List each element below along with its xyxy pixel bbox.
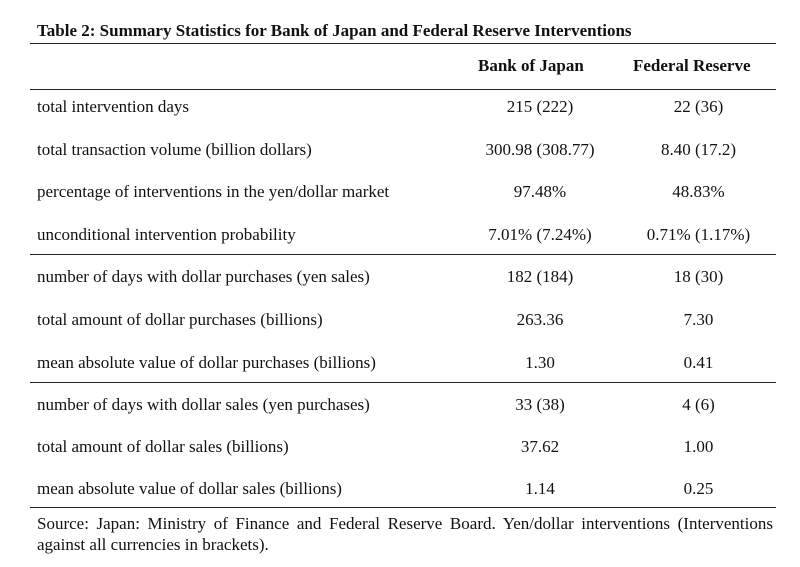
table-row: unconditional intervention probability 7… [0, 222, 800, 248]
bottom-rule [30, 507, 776, 508]
table-row: total amount of dollar purchases (billio… [0, 307, 800, 333]
column-header-federal-reserve: Federal Reserve [633, 56, 751, 75]
row-label: mean absolute value of dollar purchases … [37, 353, 376, 372]
bank-of-japan-value: 300.98 (308.77) [485, 140, 595, 159]
bank-of-japan-value: 1.30 [525, 353, 555, 372]
section-rule [30, 254, 776, 255]
federal-reserve-value: 0.25 [683, 479, 714, 498]
section-rule [30, 382, 776, 383]
federal-reserve-value: 7.30 [683, 310, 714, 329]
federal-reserve-value: 0.41 [683, 353, 714, 372]
table-row: mean absolute value of dollar sales (bil… [0, 476, 800, 502]
table-row: number of days with dollar purchases (ye… [0, 264, 800, 290]
row-label: total intervention days [37, 97, 190, 116]
bank-of-japan-value: 182 (184) [506, 267, 574, 286]
row-label: mean absolute value of dollar sales (bil… [37, 479, 342, 498]
top-rule [30, 43, 776, 44]
bank-of-japan-value: 97.48% [513, 182, 567, 201]
bank-of-japan-value: 7.01% (7.24%) [488, 225, 592, 244]
table-title: Table 2: Summary Statistics for Bank of … [37, 21, 632, 40]
row-label: number of days with dollar sales (yen pu… [37, 395, 370, 414]
bank-of-japan-value: 263.36 [516, 310, 564, 329]
bank-of-japan-value: 37.62 [520, 437, 560, 456]
row-label: total amount of dollar purchases (billio… [37, 310, 323, 329]
bank-of-japan-value: 215 (222) [506, 97, 574, 116]
table-row: total transaction volume (billion dollar… [0, 137, 800, 163]
row-label: number of days with dollar purchases (ye… [37, 267, 370, 286]
federal-reserve-value: 4 (6) [682, 395, 715, 414]
table-row: total intervention days 215 (222) 22 (36… [0, 94, 800, 120]
row-label: percentage of interventions in the yen/d… [37, 182, 390, 201]
federal-reserve-value: 18 (30) [673, 267, 724, 286]
federal-reserve-value: 22 (36) [673, 97, 724, 116]
table-row: percentage of interventions in the yen/d… [0, 179, 800, 205]
row-label: total transaction volume (billion dollar… [37, 140, 312, 159]
row-label: unconditional intervention probability [37, 225, 296, 244]
table-row: mean absolute value of dollar purchases … [0, 350, 800, 376]
bank-of-japan-value: 33 (38) [515, 395, 565, 414]
table-row: total amount of dollar sales (billions) … [0, 434, 800, 460]
column-header-bank-of-japan: Bank of Japan [478, 56, 584, 75]
table-row: number of days with dollar sales (yen pu… [0, 392, 800, 418]
header-rule [30, 89, 776, 90]
bank-of-japan-value: 1.14 [525, 479, 555, 498]
table-source-note: Source: Japan: Ministry of Finance and F… [37, 514, 773, 554]
row-label: total amount of dollar sales (billions) [37, 437, 289, 456]
federal-reserve-value: 48.83% [672, 182, 725, 201]
federal-reserve-value: 1.00 [683, 437, 714, 456]
federal-reserve-value: 8.40 (17.2) [660, 140, 737, 159]
federal-reserve-value: 0.71% (1.17%) [646, 225, 751, 244]
